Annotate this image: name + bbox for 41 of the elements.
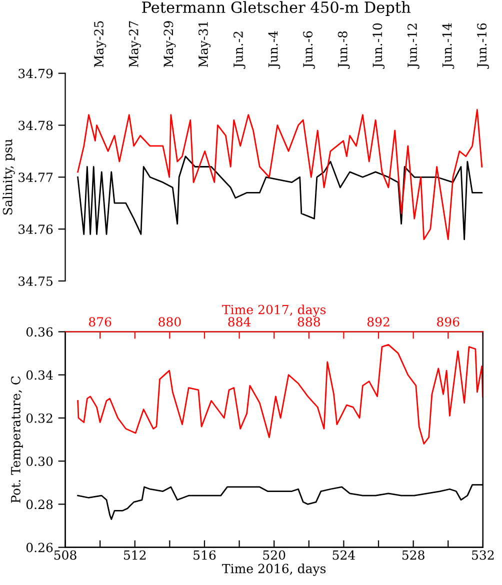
x2-tick-label: 892 [367,317,390,327]
y-tick-label: 34.75 [18,276,52,286]
x2-tick-label: 880 [158,317,181,327]
x2-tick-label: 884 [228,317,251,327]
x-tick-label: May-27 [128,21,141,68]
y-axis-title: Salinity, psu [2,139,15,215]
y-tick-label: 34.78 [18,120,53,130]
y-tick-label: 0.28 [26,500,53,510]
x2-axis-title: Time 2017, days [222,304,326,317]
x-tick-label: Jun.-12 [407,24,420,69]
x-tick-label: 508 [54,550,76,560]
x-tick-label: Jun.-2 [233,32,246,69]
y-tick-label: 0.30 [26,456,53,466]
y-tick-label: 34.76 [18,224,53,234]
x-tick-label: Jun.-8 [338,31,350,69]
x2-tick-label: 896 [437,317,460,327]
chart-title: Petermann Gletscher 450-m Depth [142,1,411,16]
x-tick-label: 528 [402,550,424,560]
x-tick-label: May-31 [198,22,211,68]
x-tick-label: Jun.-6 [303,31,315,69]
y-axis-title: Pot. Temperature, C [10,376,23,503]
x-tick-label: Jun.-4 [268,31,280,69]
x-tick-label: May-25 [94,21,106,68]
y-tick-label: 0.26 [26,542,53,552]
y-tick-label: 34.77 [18,172,53,182]
y-tick-label: 0.34 [26,370,53,380]
x-axis-title: Time 2016, days [222,564,326,576]
x-tick-label: Jun.-10 [372,23,385,69]
x-tick-label: Jun.-16 [477,23,489,69]
x2-tick-label: 876 [88,317,112,327]
x-tick-label: 512 [124,550,146,560]
y-tick-label: 0.36 [26,327,53,337]
x-tick-label: 520 [263,550,286,560]
y-tick-label: 34.79 [18,68,53,78]
x-tick-label: 516 [194,550,216,560]
x-tick-label: Jun.-14 [442,23,454,69]
x-tick-label: 524 [332,550,356,560]
x-tick-label: 532 [472,550,494,560]
y-tick-label: 0.32 [26,413,52,423]
x2-tick-label: 888 [298,317,320,327]
x-tick-label: May-29 [164,21,176,68]
